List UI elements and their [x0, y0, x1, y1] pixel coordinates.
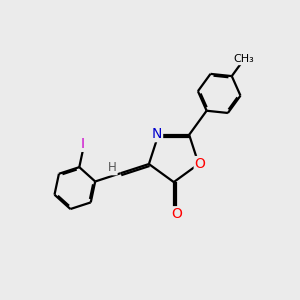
Text: H: H	[108, 161, 117, 174]
Text: N: N	[152, 127, 162, 141]
Text: I: I	[80, 137, 84, 151]
Text: O: O	[195, 157, 206, 171]
Text: O: O	[171, 207, 182, 221]
Text: CH₃: CH₃	[234, 54, 254, 64]
